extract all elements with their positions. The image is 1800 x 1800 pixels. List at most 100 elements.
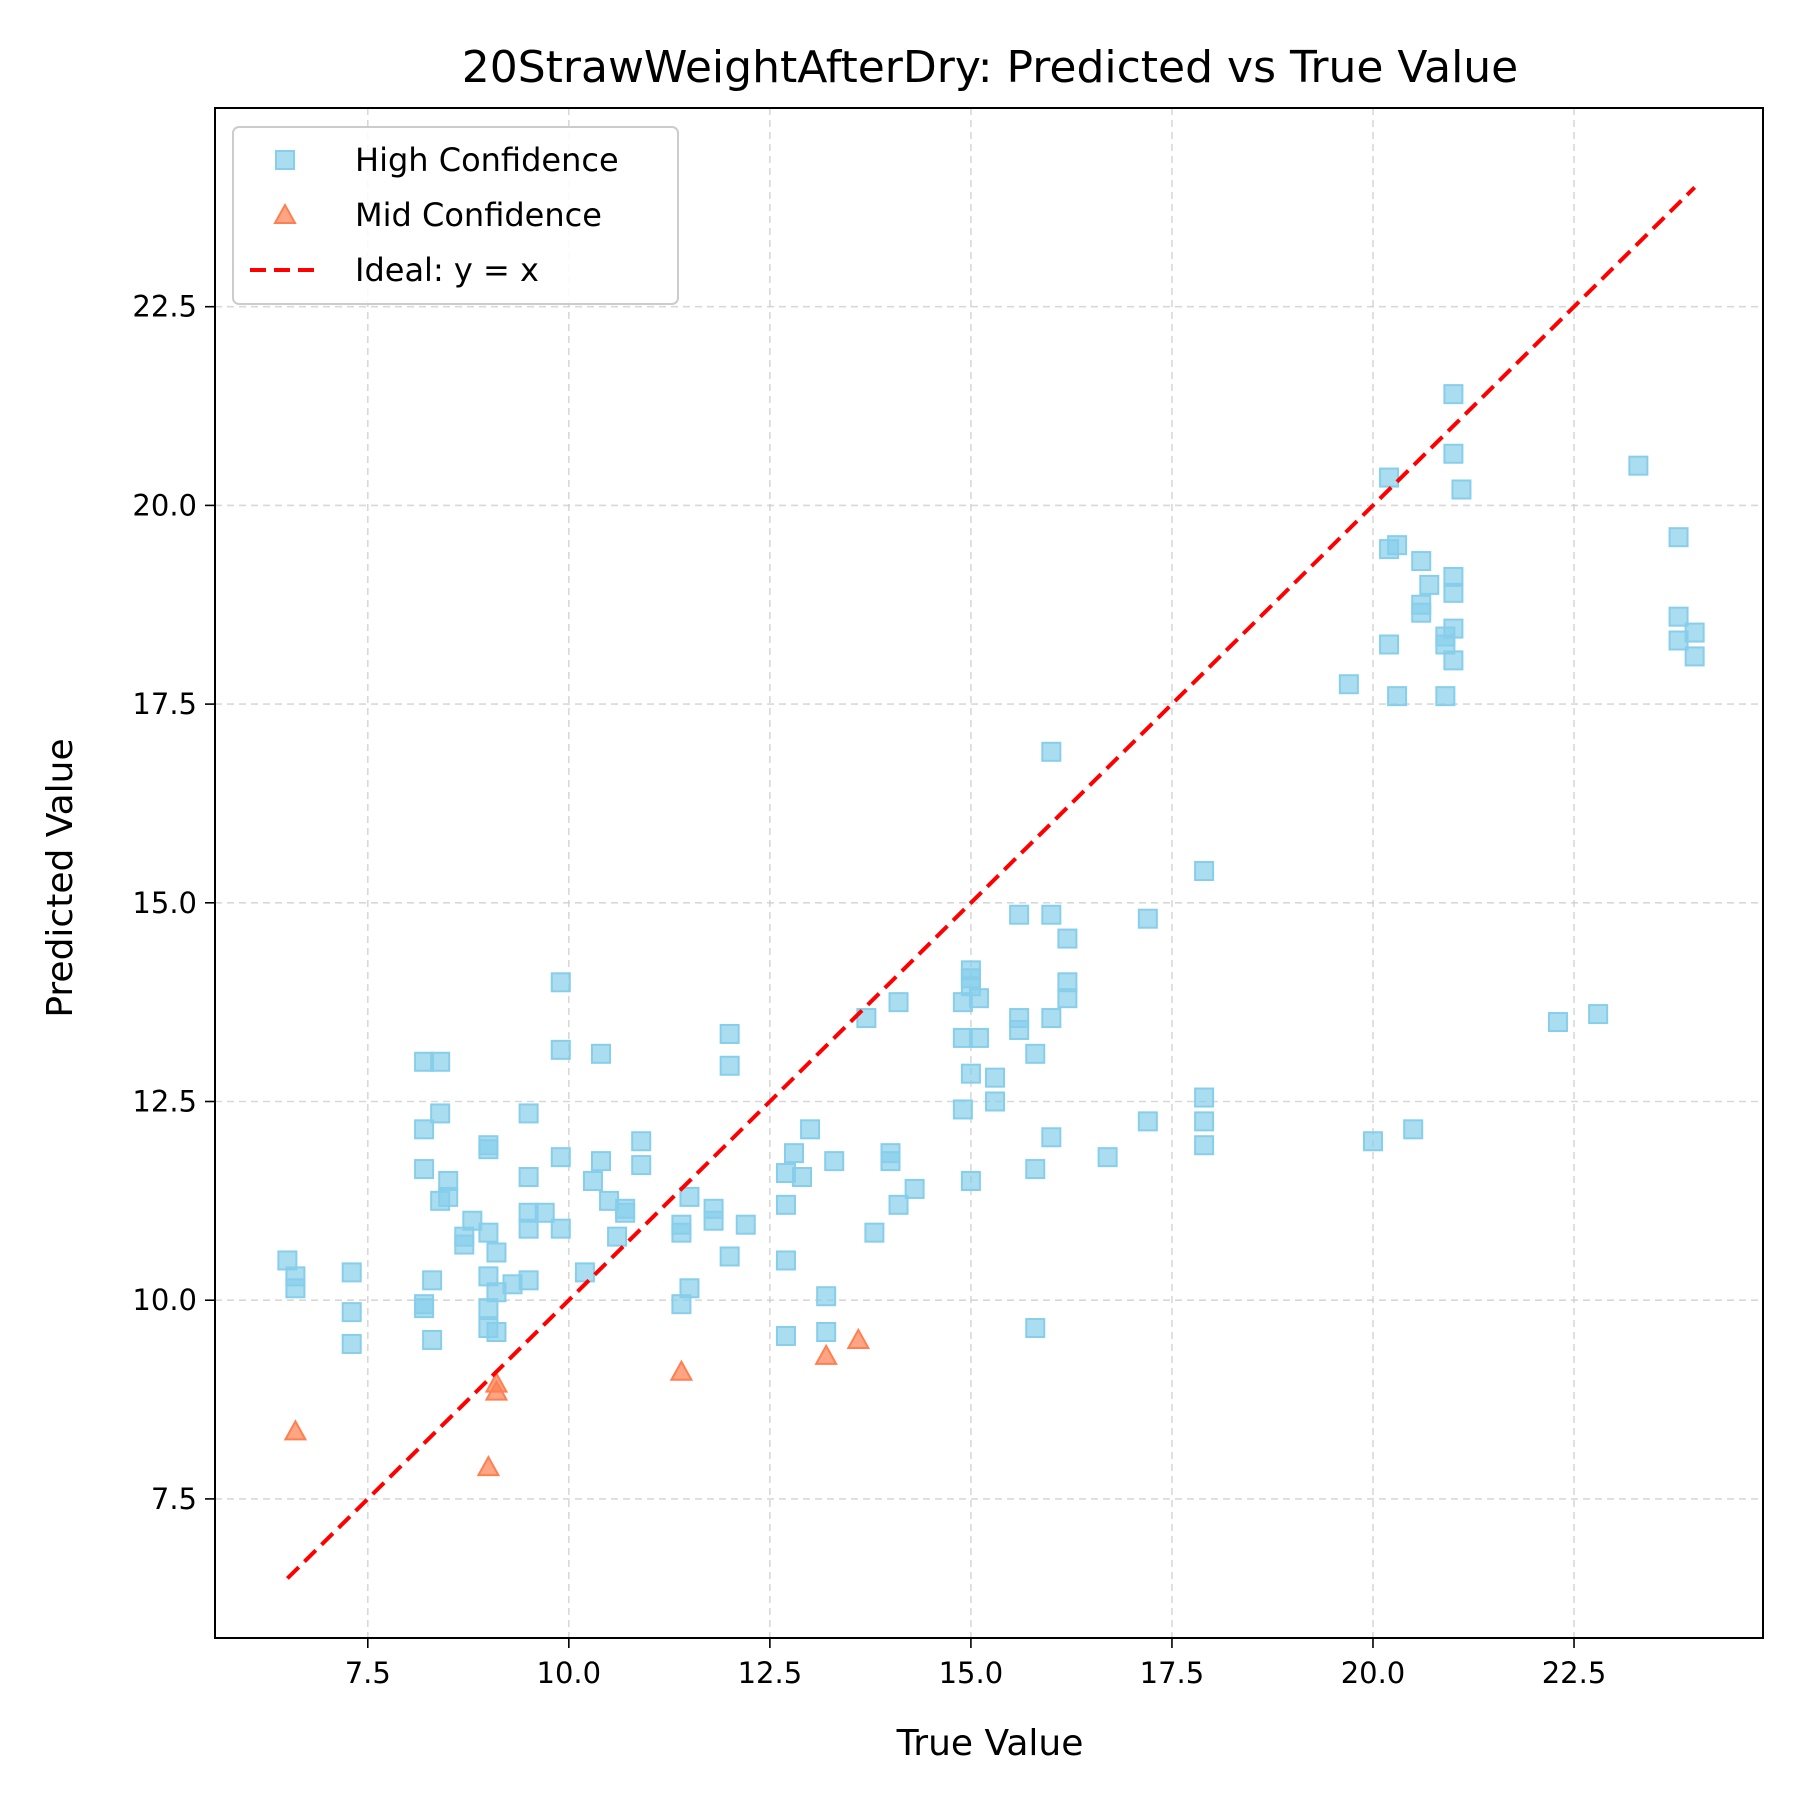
data-point bbox=[454, 1234, 475, 1255]
data-point bbox=[1411, 602, 1432, 623]
data-point bbox=[1025, 1318, 1046, 1339]
data-series bbox=[277, 186, 1705, 1580]
data-point bbox=[985, 1067, 1006, 1088]
chart-title: 20StrawWeightAfterDry: Predicted vs True… bbox=[462, 42, 1519, 93]
data-point bbox=[1194, 1111, 1215, 1132]
x-axis-label: True Value bbox=[896, 1723, 1084, 1764]
data-point bbox=[1041, 741, 1062, 762]
data-point bbox=[719, 1055, 740, 1076]
data-point bbox=[1451, 479, 1472, 500]
mid-confidence-series bbox=[283, 1327, 871, 1477]
data-point bbox=[478, 1139, 499, 1160]
y-tick-label: 12.5 bbox=[132, 1085, 197, 1119]
legend-marker bbox=[275, 150, 295, 170]
data-point bbox=[341, 1302, 362, 1323]
y-tick-label: 10.0 bbox=[132, 1283, 197, 1317]
data-point bbox=[1547, 1012, 1568, 1033]
legend: High Confidence Mid Confidence Ideal: y = … bbox=[232, 126, 679, 305]
data-point bbox=[1379, 634, 1400, 655]
legend-marker bbox=[273, 202, 297, 224]
data-point bbox=[1025, 1159, 1046, 1180]
plot-area-frame bbox=[214, 107, 1764, 1639]
ideal-line bbox=[285, 186, 1697, 1580]
data-point bbox=[484, 1379, 509, 1401]
data-point bbox=[1194, 1135, 1215, 1156]
data-point bbox=[1097, 1147, 1118, 1168]
data-point bbox=[735, 1214, 756, 1235]
data-point bbox=[775, 1194, 796, 1215]
data-point bbox=[438, 1186, 459, 1207]
data-point bbox=[775, 1325, 796, 1346]
legend-label: High Confidence bbox=[355, 141, 619, 179]
data-point bbox=[719, 1246, 740, 1267]
data-point bbox=[486, 1242, 507, 1263]
data-point bbox=[486, 1322, 507, 1342]
data-point bbox=[518, 1103, 539, 1124]
data-point bbox=[1684, 646, 1705, 667]
data-point bbox=[607, 1226, 628, 1247]
data-point bbox=[414, 1294, 435, 1315]
data-point bbox=[631, 1155, 652, 1176]
data-point bbox=[775, 1250, 796, 1271]
data-point bbox=[476, 1455, 501, 1477]
data-point bbox=[968, 988, 989, 1009]
data-point bbox=[703, 1210, 724, 1231]
data-point bbox=[1411, 551, 1432, 572]
data-point bbox=[1443, 618, 1464, 639]
legend-box bbox=[232, 126, 679, 305]
data-point bbox=[422, 1329, 443, 1350]
x-tick-label: 17.5 bbox=[1140, 1656, 1205, 1690]
data-point bbox=[414, 1119, 435, 1140]
data-point bbox=[1009, 1019, 1030, 1040]
data-point bbox=[783, 1143, 804, 1164]
data-point bbox=[1387, 686, 1408, 707]
data-point bbox=[341, 1333, 362, 1354]
data-point bbox=[1025, 1043, 1046, 1064]
data-point bbox=[1194, 1087, 1215, 1108]
data-point bbox=[414, 1159, 435, 1180]
data-point bbox=[1057, 928, 1078, 949]
data-point bbox=[631, 1131, 652, 1152]
data-point bbox=[283, 1419, 308, 1441]
data-point bbox=[888, 1194, 909, 1215]
y-tick-label: 15.0 bbox=[132, 886, 197, 920]
x-tick-label: 10.0 bbox=[537, 1656, 602, 1690]
data-point bbox=[574, 1262, 595, 1283]
data-point bbox=[816, 1286, 837, 1307]
data-point bbox=[960, 1170, 981, 1191]
data-point bbox=[1041, 904, 1062, 925]
data-point bbox=[864, 1222, 885, 1243]
data-point bbox=[1387, 535, 1408, 556]
data-point bbox=[671, 1222, 692, 1243]
data-point bbox=[518, 1218, 539, 1239]
data-point bbox=[856, 1008, 877, 1029]
data-point bbox=[550, 972, 571, 993]
x-tick-label: 15.0 bbox=[939, 1656, 1004, 1690]
data-point bbox=[1403, 1119, 1424, 1140]
data-point bbox=[1668, 606, 1689, 627]
data-point bbox=[960, 1063, 981, 1084]
data-point bbox=[669, 1359, 694, 1381]
data-point bbox=[1379, 467, 1400, 488]
legend-label: Ideal: y = x bbox=[355, 251, 539, 289]
data-point bbox=[800, 1119, 821, 1140]
data-point bbox=[1362, 1131, 1383, 1152]
data-point bbox=[1009, 904, 1030, 925]
data-point bbox=[880, 1151, 901, 1172]
y-tick-label: 20.0 bbox=[132, 488, 197, 522]
y-tick-label: 17.5 bbox=[132, 687, 197, 721]
data-point bbox=[816, 1322, 837, 1342]
data-point bbox=[719, 1023, 740, 1044]
data-point bbox=[1137, 908, 1158, 929]
data-point bbox=[534, 1202, 555, 1223]
data-point bbox=[285, 1278, 306, 1299]
data-point bbox=[824, 1151, 845, 1172]
y-axis-label: Predicted Value bbox=[40, 738, 81, 1017]
data-point bbox=[478, 1298, 499, 1319]
legend-label: Mid Confidence bbox=[355, 196, 602, 234]
x-tick-label: 7.5 bbox=[345, 1656, 391, 1690]
data-point bbox=[679, 1186, 700, 1207]
data-point bbox=[1443, 443, 1464, 464]
data-point bbox=[1041, 1008, 1062, 1029]
data-point bbox=[550, 1147, 571, 1168]
